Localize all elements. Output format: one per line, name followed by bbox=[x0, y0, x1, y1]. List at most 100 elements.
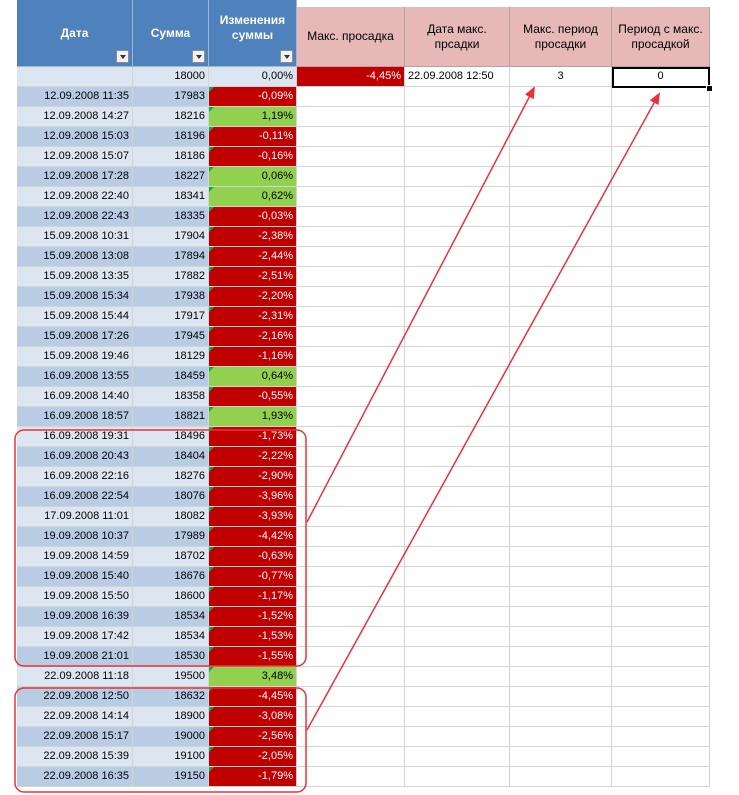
filter-dropdown-icon[interactable] bbox=[280, 50, 293, 63]
empty-cell[interactable] bbox=[510, 167, 612, 187]
cell-sum[interactable]: 17983 bbox=[133, 87, 209, 107]
cell-change[interactable]: 0,64% bbox=[209, 367, 297, 387]
empty-cell[interactable] bbox=[405, 167, 510, 187]
cell-date[interactable]: 15.09.2008 13:35 bbox=[17, 267, 133, 287]
cell-sum[interactable]: 19100 bbox=[133, 747, 209, 767]
empty-cell[interactable] bbox=[405, 427, 510, 447]
cell-sum[interactable]: 18000 bbox=[133, 67, 209, 87]
empty-cell[interactable] bbox=[612, 467, 710, 487]
cell-change[interactable]: -3,08% bbox=[209, 707, 297, 727]
cell-date[interactable]: 17.09.2008 11:01 bbox=[17, 507, 133, 527]
empty-cell[interactable] bbox=[510, 467, 612, 487]
cell-change[interactable]: 1,93% bbox=[209, 407, 297, 427]
empty-cell[interactable] bbox=[612, 287, 710, 307]
empty-cell[interactable] bbox=[405, 647, 510, 667]
empty-cell[interactable] bbox=[297, 227, 405, 247]
empty-cell[interactable] bbox=[612, 667, 710, 687]
empty-cell[interactable] bbox=[297, 447, 405, 467]
empty-cell[interactable] bbox=[297, 87, 405, 107]
empty-cell[interactable] bbox=[510, 307, 612, 327]
cell-change[interactable]: -0,16% bbox=[209, 147, 297, 167]
summary-max-dd-date[interactable]: 22.09.2008 12:50 bbox=[405, 67, 510, 87]
empty-cell[interactable] bbox=[297, 707, 405, 727]
empty-cell[interactable] bbox=[405, 607, 510, 627]
empty-cell[interactable] bbox=[510, 607, 612, 627]
empty-cell[interactable] bbox=[297, 207, 405, 227]
cell-change[interactable]: -0,03% bbox=[209, 207, 297, 227]
cell-sum[interactable]: 18227 bbox=[133, 167, 209, 187]
empty-cell[interactable] bbox=[612, 347, 710, 367]
empty-cell[interactable] bbox=[510, 267, 612, 287]
empty-cell[interactable] bbox=[612, 647, 710, 667]
empty-cell[interactable] bbox=[510, 567, 612, 587]
empty-cell[interactable] bbox=[297, 247, 405, 267]
cell-sum[interactable]: 19150 bbox=[133, 767, 209, 787]
empty-cell[interactable] bbox=[510, 107, 612, 127]
empty-cell[interactable] bbox=[510, 287, 612, 307]
cell-date[interactable]: 19.09.2008 21:01 bbox=[17, 647, 133, 667]
empty-cell[interactable] bbox=[510, 227, 612, 247]
cell-change[interactable]: -4,42% bbox=[209, 527, 297, 547]
empty-cell[interactable] bbox=[510, 147, 612, 167]
empty-cell[interactable] bbox=[405, 307, 510, 327]
empty-cell[interactable] bbox=[510, 447, 612, 467]
cell-sum[interactable]: 18404 bbox=[133, 447, 209, 467]
cell-date[interactable]: 16.09.2008 22:16 bbox=[17, 467, 133, 487]
cell-change[interactable]: -2,51% bbox=[209, 267, 297, 287]
empty-cell[interactable] bbox=[297, 667, 405, 687]
empty-cell[interactable] bbox=[405, 287, 510, 307]
cell-change[interactable]: -0,55% bbox=[209, 387, 297, 407]
empty-cell[interactable] bbox=[297, 347, 405, 367]
empty-cell[interactable] bbox=[297, 187, 405, 207]
cell-sum[interactable]: 17894 bbox=[133, 247, 209, 267]
cell-date[interactable]: 12.09.2008 17:28 bbox=[17, 167, 133, 187]
empty-cell[interactable] bbox=[510, 767, 612, 787]
empty-cell[interactable] bbox=[405, 527, 510, 547]
empty-cell[interactable] bbox=[612, 247, 710, 267]
cell-sum[interactable]: 17938 bbox=[133, 287, 209, 307]
cell-change[interactable]: -4,45% bbox=[209, 687, 297, 707]
cell-change[interactable]: 0,62% bbox=[209, 187, 297, 207]
empty-cell[interactable] bbox=[405, 347, 510, 367]
empty-cell[interactable] bbox=[297, 407, 405, 427]
empty-cell[interactable] bbox=[612, 367, 710, 387]
header-period-with-max-dd[interactable]: Период с макс. просадкой bbox=[612, 7, 710, 67]
empty-cell[interactable] bbox=[297, 607, 405, 627]
empty-cell[interactable] bbox=[510, 507, 612, 527]
cell-date[interactable]: 19.09.2008 15:40 bbox=[17, 567, 133, 587]
empty-cell[interactable] bbox=[510, 527, 612, 547]
cell-change[interactable]: -2,38% bbox=[209, 227, 297, 247]
empty-cell[interactable] bbox=[405, 227, 510, 247]
empty-cell[interactable] bbox=[612, 187, 710, 207]
cell-date[interactable]: 15.09.2008 19:46 bbox=[17, 347, 133, 367]
empty-cell[interactable] bbox=[510, 87, 612, 107]
empty-cell[interactable] bbox=[612, 227, 710, 247]
empty-cell[interactable] bbox=[297, 107, 405, 127]
empty-cell[interactable] bbox=[405, 587, 510, 607]
empty-cell[interactable] bbox=[510, 327, 612, 347]
empty-cell[interactable] bbox=[297, 647, 405, 667]
cell-date[interactable]: 12.09.2008 22:43 bbox=[17, 207, 133, 227]
empty-cell[interactable] bbox=[612, 147, 710, 167]
cell-sum[interactable]: 17989 bbox=[133, 527, 209, 547]
cell-date[interactable]: 15.09.2008 10:31 bbox=[17, 227, 133, 247]
empty-cell[interactable] bbox=[612, 207, 710, 227]
fill-handle[interactable] bbox=[706, 85, 713, 92]
empty-cell[interactable] bbox=[297, 127, 405, 147]
empty-cell[interactable] bbox=[510, 547, 612, 567]
cell-date[interactable]: 15.09.2008 13:08 bbox=[17, 247, 133, 267]
cell-sum[interactable]: 18632 bbox=[133, 687, 209, 707]
cell-date[interactable]: 19.09.2008 16:39 bbox=[17, 607, 133, 627]
cell-date[interactable]: 16.09.2008 18:57 bbox=[17, 407, 133, 427]
empty-cell[interactable] bbox=[612, 547, 710, 567]
cell-date[interactable]: 16.09.2008 14:40 bbox=[17, 387, 133, 407]
empty-cell[interactable] bbox=[297, 507, 405, 527]
empty-cell[interactable] bbox=[297, 147, 405, 167]
empty-cell[interactable] bbox=[510, 707, 612, 727]
empty-cell[interactable] bbox=[405, 87, 510, 107]
cell-change[interactable]: 1,19% bbox=[209, 107, 297, 127]
empty-cell[interactable] bbox=[297, 287, 405, 307]
cell-change[interactable]: -2,20% bbox=[209, 287, 297, 307]
cell-date[interactable]: 22.09.2008 11:18 bbox=[17, 667, 133, 687]
